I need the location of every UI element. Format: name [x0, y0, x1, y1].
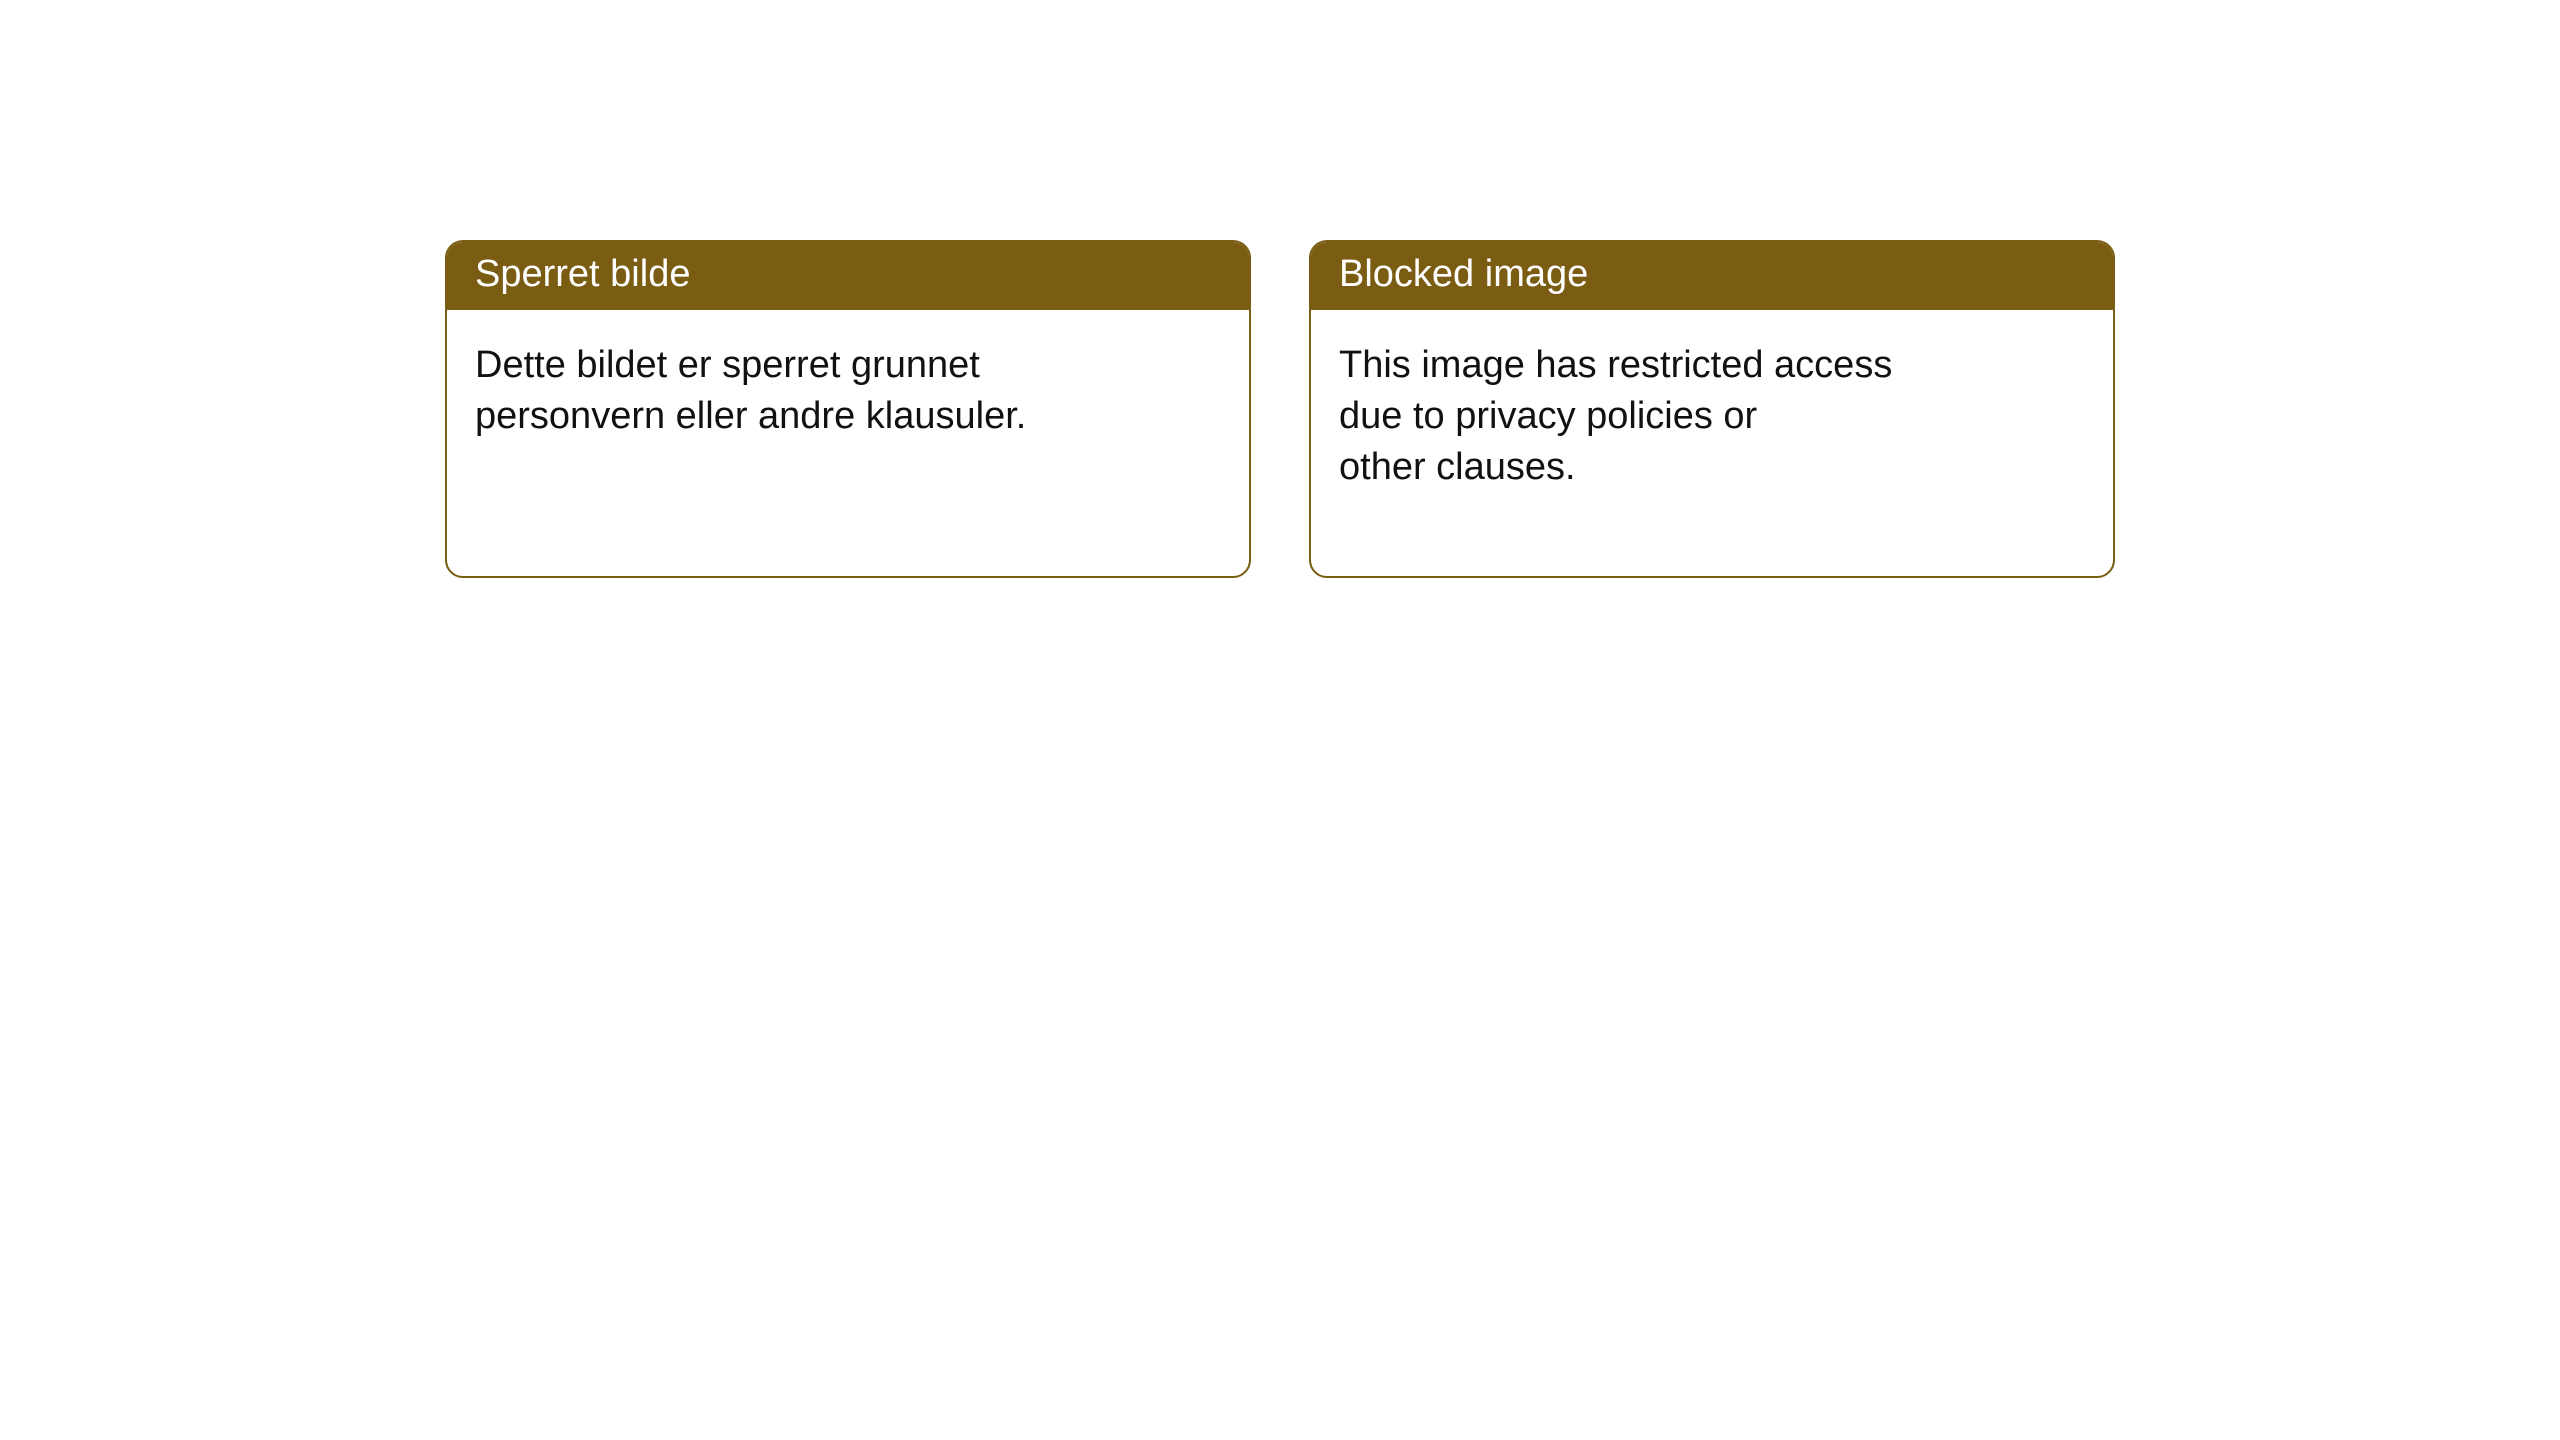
card-title-no: Sperret bilde [447, 242, 1249, 310]
card-title-en: Blocked image [1311, 242, 2113, 310]
card-body-no: Dette bildet er sperret grunnet personve… [447, 310, 1249, 473]
blocked-image-card-no: Sperret bilde Dette bildet er sperret gr… [445, 240, 1251, 578]
card-body-en: This image has restricted access due to … [1311, 310, 2113, 524]
blocked-image-card-en: Blocked image This image has restricted … [1309, 240, 2115, 578]
cards-container: Sperret bilde Dette bildet er sperret gr… [0, 0, 2560, 578]
